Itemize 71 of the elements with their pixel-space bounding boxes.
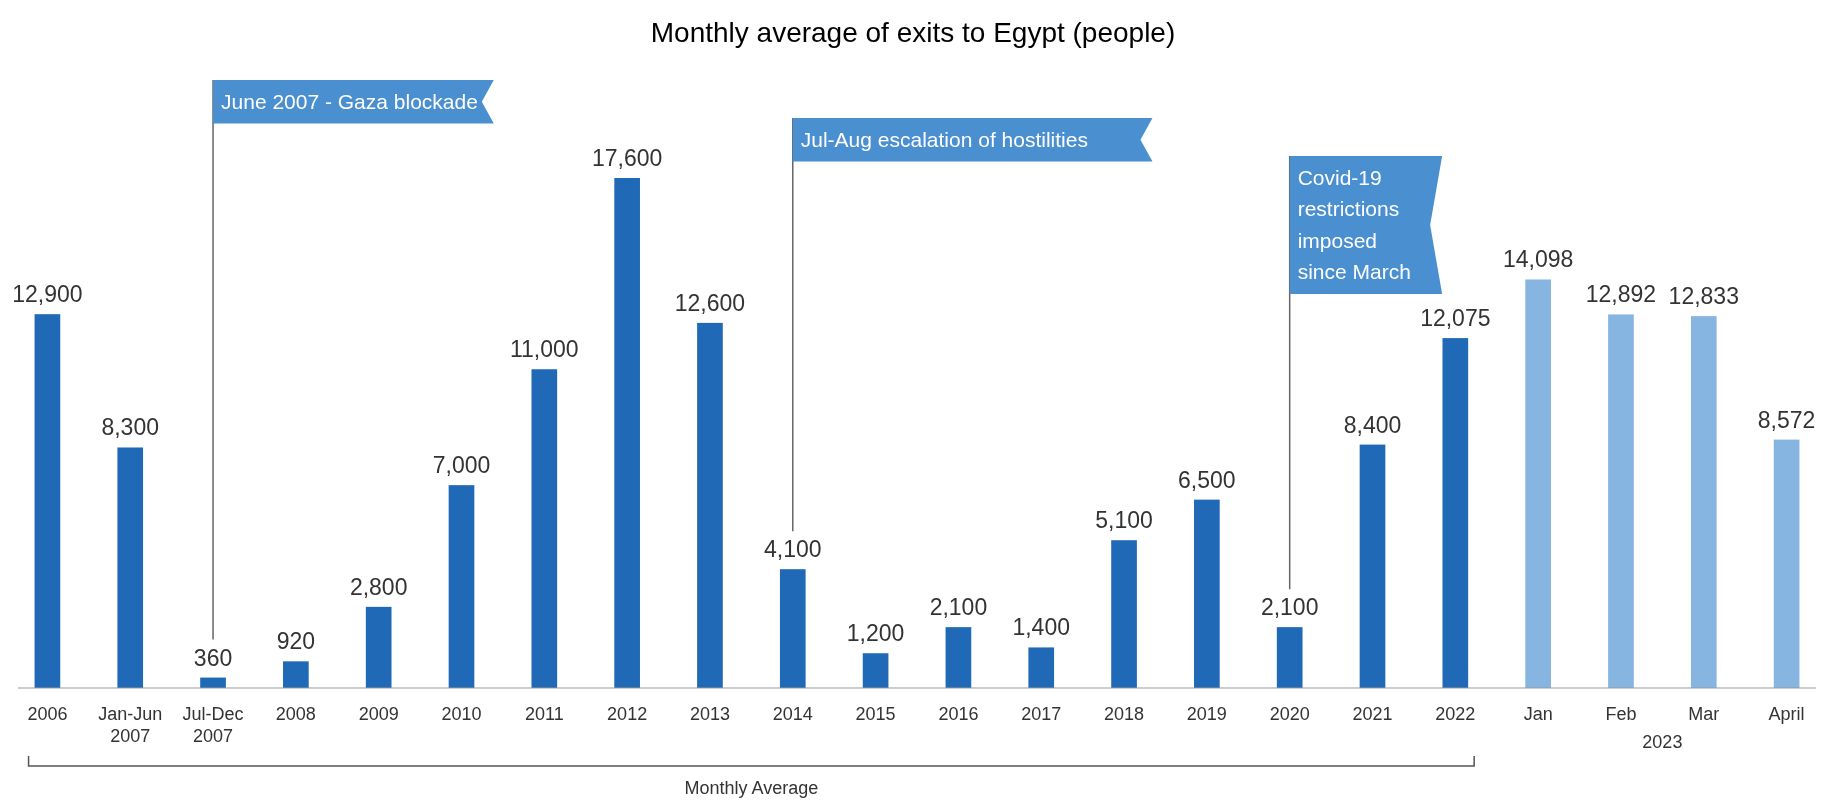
x-tick-label: Feb: [1605, 704, 1637, 724]
text: Monthly Average: [684, 778, 819, 798]
text: 2023: [1642, 732, 1683, 752]
bar: [1028, 647, 1055, 688]
bar: [1111, 540, 1137, 688]
data-label: 11,000: [509, 336, 579, 363]
x-tick-label: 2021: [1352, 704, 1393, 724]
x-tick-label: 2012: [607, 704, 648, 724]
data-label: 1,200: [846, 620, 905, 647]
data-label: 7,000: [432, 452, 491, 479]
data-label: 12,892: [1585, 281, 1657, 308]
x-tick-label: 2015: [855, 704, 896, 724]
bar: [448, 485, 475, 688]
data-label: 12,075: [1420, 305, 1491, 332]
data-label: 4,100: [763, 536, 822, 563]
bar: [945, 627, 972, 688]
chart-title: Monthly average of exits to Egypt (people): [650, 17, 1176, 48]
data-label: 1,400: [1012, 614, 1071, 641]
x-tick-label: 2008: [275, 704, 316, 724]
bar: [779, 569, 806, 688]
data-label: 2,800: [349, 573, 408, 600]
x-tick-label: Jan-Jun 2007: [98, 704, 163, 746]
x-tick-label: 2022: [1435, 704, 1476, 724]
data-label: 5,100: [1095, 507, 1153, 534]
bar: [1442, 338, 1469, 688]
data-label: 360: [193, 644, 233, 671]
data-label: 6,500: [1178, 466, 1236, 493]
x-tick-label: Jul-Dec 2007: [182, 704, 244, 746]
x-tick-label: 2019: [1186, 704, 1227, 724]
bar: [1773, 439, 1800, 688]
data-label: 8,400: [1343, 411, 1402, 438]
data-label: 12,600: [674, 289, 746, 316]
x-tick-label: 2010: [441, 704, 482, 724]
data-label: 2,100: [1260, 594, 1319, 621]
bar: [862, 653, 889, 688]
data-label: 17,600: [591, 145, 663, 171]
ref-line-label: June 2007 - Gaza blockade: [221, 89, 478, 113]
ref-line-label: Covid-19 restrictions imposed since March: [1297, 165, 1411, 284]
bar: [697, 322, 723, 688]
x-tick-label: 2006: [27, 704, 68, 724]
x-tick-label: 2014: [772, 704, 813, 724]
data-label: 12,900: [12, 281, 83, 308]
bar: [117, 447, 144, 688]
x-tick-label: 2009: [358, 704, 399, 724]
x-tick-label: Mar: [1688, 704, 1720, 724]
x-tick-label: 2018: [1104, 704, 1145, 724]
x-tick-label: 2017: [1021, 704, 1062, 724]
x-tick-label: Jan: [1523, 704, 1553, 724]
bar: [1690, 316, 1717, 688]
data-label: 2,100: [929, 594, 988, 621]
data-label: 14,098: [1502, 246, 1574, 273]
bar: [1276, 627, 1303, 688]
bar: [34, 314, 61, 688]
bar: [365, 606, 392, 688]
bar: [283, 661, 309, 688]
bar: [1525, 279, 1551, 688]
bar: [1359, 444, 1386, 688]
data-label: 8,300: [101, 414, 159, 441]
bar: [1608, 314, 1634, 688]
x-tick-label: 2016: [938, 704, 979, 724]
bar: [614, 178, 640, 688]
data-label: 8,572: [1757, 406, 1816, 433]
x-tick-label: 2011: [524, 704, 564, 724]
bar: [1194, 499, 1220, 688]
x-tick-label: April: [1768, 704, 1805, 724]
data-label: 920: [276, 628, 316, 655]
bar: [531, 369, 558, 688]
data-label: 12,833: [1668, 283, 1739, 310]
x-tick-label: 2020: [1269, 704, 1310, 724]
x-tick-label: 2013: [689, 704, 730, 724]
ref-line-label: Jul-Aug escalation of hostilities: [800, 127, 1088, 151]
